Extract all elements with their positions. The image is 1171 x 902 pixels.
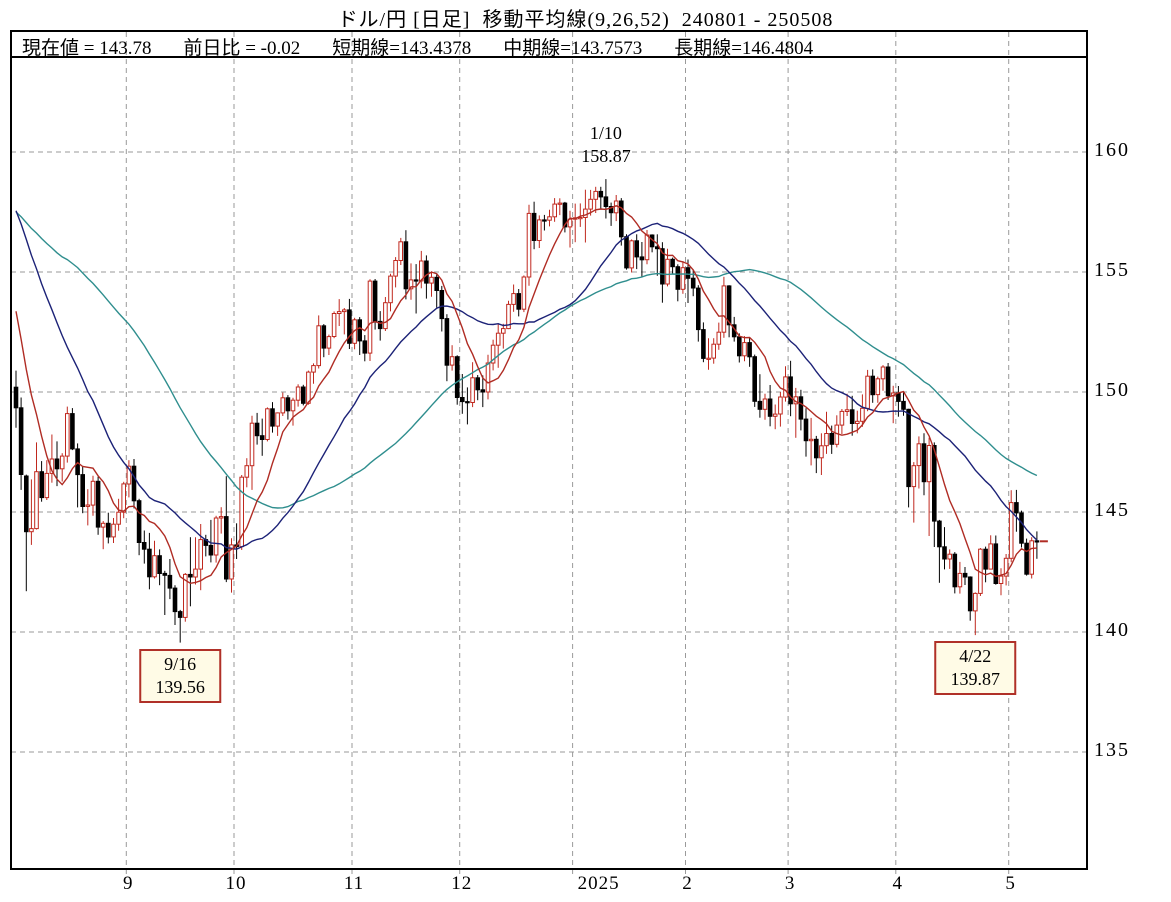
ma-short-value: 短期線=143.4378 — [332, 38, 472, 59]
peak-annotation-value: 158.87 — [581, 146, 631, 167]
y-axis-label: 145 — [1094, 499, 1130, 521]
chart-title: ドル/円 [日足] 移動平均線(9,26,52) 240801 - 250508 — [337, 9, 834, 31]
x-axis-label: 11 — [343, 873, 365, 894]
low-annotation-value: 139.56 — [155, 676, 205, 697]
y-axis-label: 150 — [1094, 379, 1130, 401]
y-axis-label: 155 — [1094, 259, 1130, 281]
daily-change: 前日比 = -0.02 — [183, 38, 301, 59]
y-axis-label: 140 — [1094, 619, 1130, 641]
low-annotation-date: 9/16 — [164, 653, 197, 674]
low-annotation-value: 139.87 — [950, 669, 1001, 690]
current-value: 現在値 = 143.78 — [22, 38, 152, 59]
low-annotation-september: 9/16 139.56 — [139, 648, 221, 703]
y-axis-label: 160 — [1094, 139, 1130, 161]
y-axis-label: 135 — [1094, 739, 1130, 761]
x-axis-label: 2025 — [577, 873, 620, 894]
peak-annotation: 1/10 158.87 — [581, 122, 631, 168]
x-axis-label: 5 — [1005, 873, 1016, 894]
low-annotation-april: 4/22 139.87 — [934, 641, 1017, 696]
status-bar: 現在値 = 143.78 前日比 = -0.02 短期線=143.4378 中期線=1… — [22, 33, 813, 60]
x-axis-label: 2 — [682, 873, 693, 894]
low-annotation-date: 4/22 — [959, 646, 992, 667]
ma-mid-value: 中期線=143.7573 — [503, 38, 643, 59]
x-axis-label: 4 — [892, 873, 904, 894]
x-axis-label: 12 — [451, 873, 473, 894]
ma-long-value: 長期線=146.4804 — [674, 38, 814, 59]
x-axis-label: 10 — [225, 873, 247, 894]
x-axis-label: 9 — [123, 873, 134, 894]
x-axis-label: 3 — [784, 873, 796, 894]
peak-annotation-date: 1/10 — [589, 123, 622, 144]
